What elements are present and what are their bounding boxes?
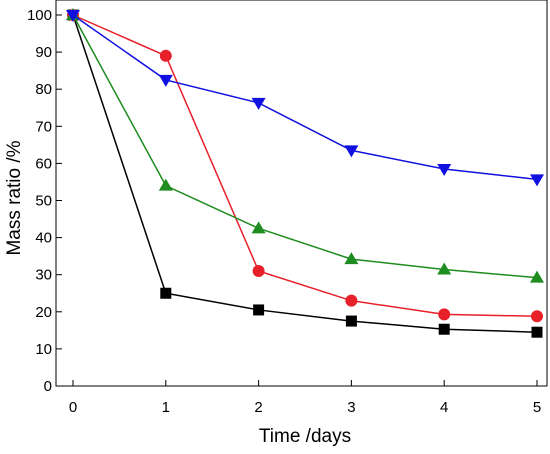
data-point xyxy=(158,74,173,87)
y-tick-label: 50 xyxy=(35,193,52,210)
series-triangle-down xyxy=(66,10,544,187)
y-tick-label: 90 xyxy=(35,44,52,61)
series-layer xyxy=(66,8,544,338)
data-point xyxy=(344,252,359,265)
data-point xyxy=(530,270,544,283)
data-point xyxy=(437,262,452,275)
x-tick-label: 1 xyxy=(162,399,170,416)
y-tick-label: 100 xyxy=(27,7,52,24)
y-tick-label: 70 xyxy=(35,118,52,135)
data-point xyxy=(531,310,543,323)
y-tick-label: 30 xyxy=(35,267,52,284)
y-tick-label: 0 xyxy=(44,378,52,395)
y-tick-label: 20 xyxy=(35,304,52,321)
data-point xyxy=(253,304,265,316)
series-line xyxy=(72,14,538,181)
data-point xyxy=(251,97,266,110)
y-tick-label: 10 xyxy=(35,341,52,358)
data-point xyxy=(252,264,265,277)
series-triangle-up xyxy=(66,8,544,283)
data-point xyxy=(531,326,543,338)
y-tick-label: 80 xyxy=(35,81,52,98)
data-point xyxy=(438,323,450,335)
data-point xyxy=(438,308,451,321)
y-axis-label: Mass ratio /% xyxy=(4,140,25,255)
data-point xyxy=(345,294,358,307)
data-point xyxy=(160,287,172,299)
plot-frame xyxy=(55,0,548,387)
data-point xyxy=(530,174,544,187)
x-tick-label: 2 xyxy=(254,399,262,416)
series-square xyxy=(67,9,543,338)
series-line xyxy=(72,14,538,318)
y-tick-label: 60 xyxy=(35,155,52,172)
data-point xyxy=(344,145,359,158)
x-tick-label: 4 xyxy=(440,399,448,416)
data-point xyxy=(158,178,173,191)
data-point xyxy=(437,163,452,176)
x-tick-label: 3 xyxy=(347,399,355,416)
data-point xyxy=(345,315,357,327)
x-axis-label: Time /days xyxy=(259,426,351,447)
data-point xyxy=(251,221,266,234)
data-point xyxy=(66,10,80,22)
x-tick-label: 0 xyxy=(69,399,77,416)
y-tick-label: 40 xyxy=(35,230,52,247)
series-line xyxy=(72,14,538,279)
x-tick-label: 5 xyxy=(533,399,541,416)
series-line xyxy=(72,14,538,333)
series-circle xyxy=(67,9,543,323)
data-point xyxy=(159,49,172,62)
